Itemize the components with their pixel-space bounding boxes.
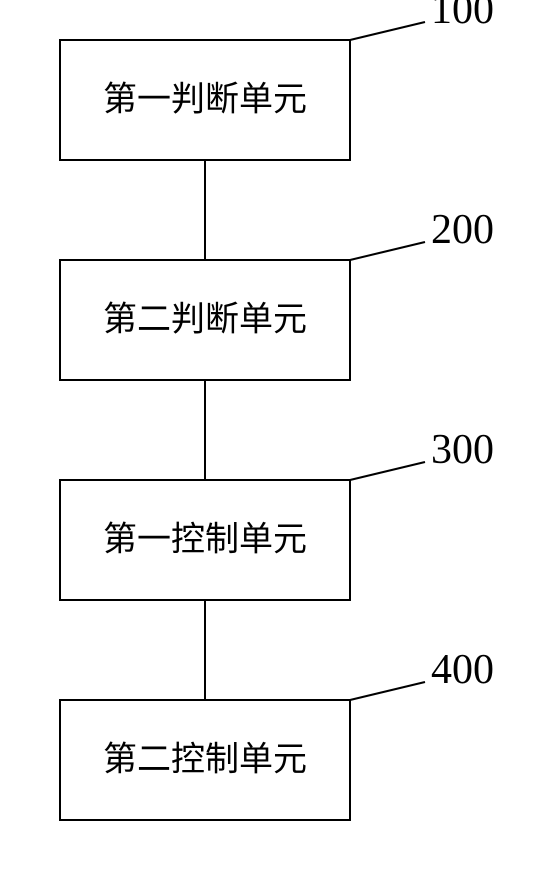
flow-node-ref: 100 (431, 0, 494, 33)
flowchart-canvas: 第一判断单元 100 第二判断单元 200 第一控制单元 300 第二控制单元 400 (0, 0, 543, 893)
flow-node-label: 第二控制单元 (103, 741, 307, 779)
flow-node-ref: 200 (431, 207, 494, 253)
flow-node-ref: 400 (431, 647, 494, 693)
flow-node-label: 第二判断单元 (103, 301, 307, 339)
flow-node-ref: 300 (431, 427, 494, 473)
flow-node-label: 第一判断单元 (103, 81, 307, 119)
flow-node-label: 第一控制单元 (103, 521, 307, 559)
